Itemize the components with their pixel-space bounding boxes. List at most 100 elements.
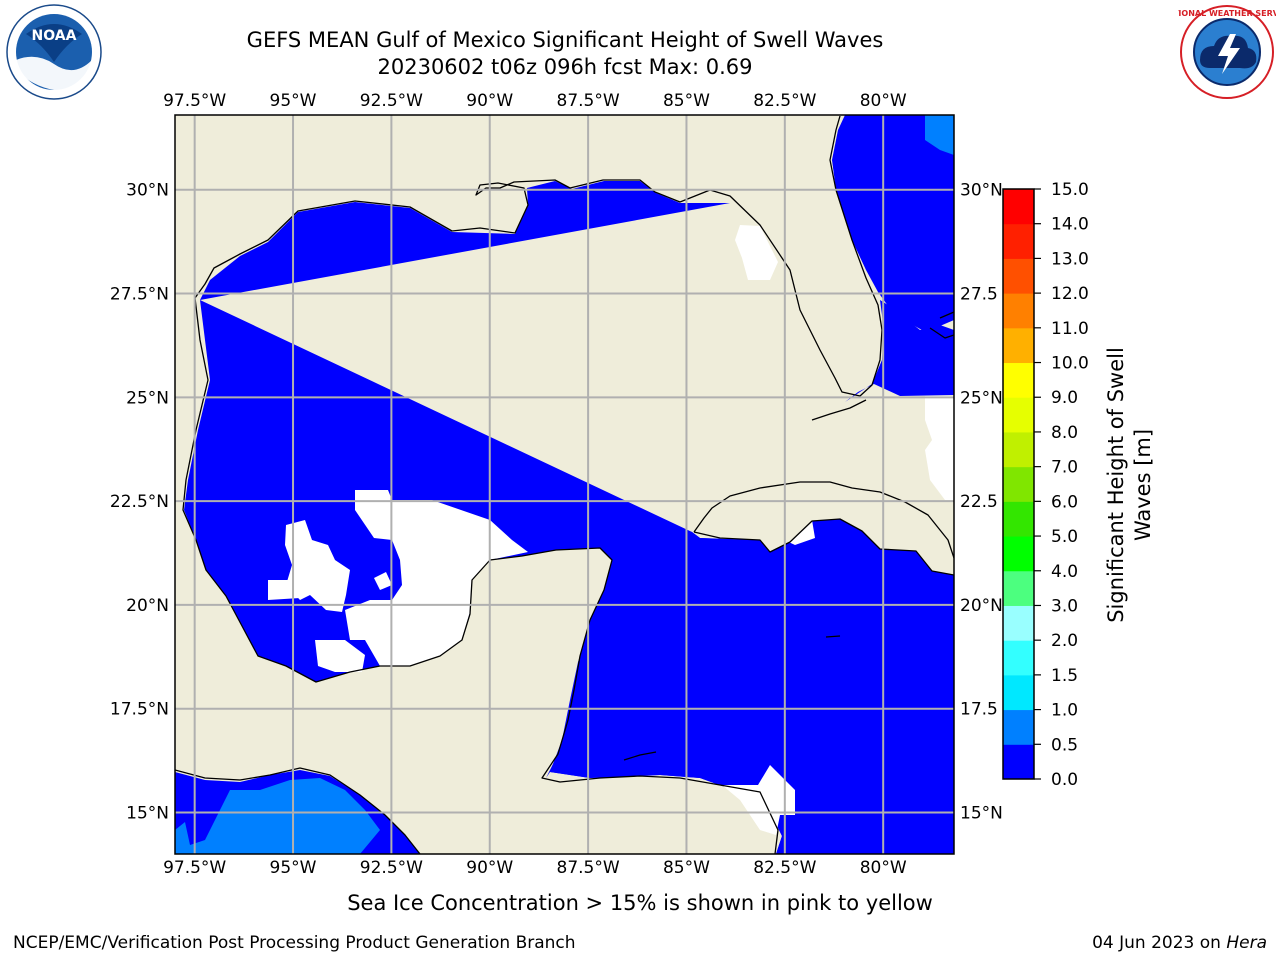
noaa-logo-text: NOAA	[32, 28, 77, 44]
lon-tick-label-bottom: 90°W	[466, 858, 513, 878]
missing-data-patch	[722, 765, 795, 835]
footer-host: Hera	[1226, 933, 1267, 953]
lon-tick-label-top: 90°W	[466, 91, 513, 111]
noaa-logo-icon: NOAA	[6, 4, 102, 100]
colorbar-segment	[1003, 189, 1034, 225]
colorbar-tick-label: 3.0	[1051, 596, 1078, 616]
missing-data-patch	[285, 520, 350, 612]
lat-tick-label-right: 17.5	[960, 700, 998, 720]
atlantic-swell-mid	[925, 115, 954, 155]
colorbar-segment	[1003, 709, 1034, 745]
colorbar-tick-label: 1.5	[1051, 666, 1078, 686]
colorbar-frame	[1002, 188, 1035, 780]
colorbar-tick-label: 5.0	[1051, 527, 1078, 547]
cuba-island	[694, 482, 954, 575]
lat-tick-label-right: 20°N	[960, 596, 1003, 616]
lon-tick-label-bottom: 87.5°W	[557, 858, 620, 878]
colorbar-segment	[1003, 674, 1034, 711]
lat-tick-label-right: 15°N	[960, 803, 1003, 823]
colorbar-tick-label: 6.0	[1051, 492, 1078, 512]
jamaica-coastline	[825, 635, 841, 638]
missing-data-patch	[925, 396, 954, 500]
lat-tick-label-left: 20°N	[126, 596, 169, 616]
colorbar-tick-label: 0.5	[1051, 735, 1078, 755]
colorbar-label-line1: Significant Height of Swell	[1104, 347, 1128, 623]
florida-keys-coastline	[811, 399, 867, 421]
us-gulf-coastline	[194, 115, 883, 397]
colorbar-tick-label: 1.0	[1051, 701, 1078, 721]
map-frame	[174, 114, 955, 855]
colorbar-tick-label: 4.0	[1051, 562, 1078, 582]
colorbar-tick-label: 13.0	[1051, 249, 1089, 269]
pacific-swell-mid	[175, 778, 380, 854]
lat-tick-label-right: 22.5	[960, 492, 998, 512]
nws-ring-text: NATIONAL WEATHER SERVICE	[1178, 9, 1276, 18]
footer-date: 04 Jun 2023 on Hera	[1092, 933, 1267, 953]
colorbar: 0.0 0.5 1.0 1.5 2.0 3.0 4.0 5.0 6.0 7.0 8.0 9.0 10.0…	[1002, 180, 1089, 790]
missing-data-patch	[268, 580, 300, 600]
lat-tick-label-left: 17.5°N	[110, 700, 169, 720]
missing-data-patch	[315, 640, 365, 672]
colorbar-label-line2: Waves [m]	[1131, 429, 1155, 541]
lat-tick-label-right: 25°N	[960, 388, 1003, 408]
colorbar-tick-label: 10.0	[1051, 354, 1089, 374]
colorbar-segment	[1003, 570, 1034, 606]
lat-tick-label-left: 30°N	[126, 181, 169, 201]
chart-subtitle: 20230602 t06z 096h fcst Max: 0.69	[377, 55, 753, 79]
colorbar-segment	[1003, 536, 1034, 572]
colorbar-tick-label: 8.0	[1051, 423, 1078, 443]
colorbar-segment	[1003, 397, 1034, 433]
missing-data-patch	[735, 225, 778, 280]
nws-logo-icon: NATIONAL WEATHER SERVICE	[1178, 5, 1276, 99]
lon-tick-label-bottom: 85°W	[663, 858, 710, 878]
colorbar-tick-label: 14.0	[1051, 215, 1089, 235]
map-plot-area	[175, 115, 954, 854]
lat-tick-label-right: 30°N	[960, 181, 1003, 201]
colorbar-segment	[1003, 258, 1034, 294]
colorbar-segment	[1003, 605, 1034, 641]
colorbar-tick-label: 11.0	[1051, 319, 1089, 339]
lon-tick-label-top: 80°W	[860, 91, 907, 111]
lat-tick-label-left: 22.5°N	[110, 492, 169, 512]
lat-tick-label-left: 15°N	[126, 803, 169, 823]
lat-tick-label-left: 27.5°N	[110, 285, 169, 305]
footer-date-text: 04 Jun 2023 on	[1092, 933, 1227, 953]
lon-tick-label-top: 82.5°W	[753, 91, 816, 111]
lon-tick-label-bottom: 80°W	[860, 858, 907, 878]
lon-tick-label-top: 92.5°W	[360, 91, 423, 111]
colorbar-segment	[1003, 223, 1034, 259]
sea-ice-note: Sea Ice Concentration > 15% is shown in …	[347, 891, 933, 915]
bahamas-coastline	[929, 311, 954, 339]
colorbar-segment	[1003, 640, 1034, 676]
colorbar-segment	[1003, 744, 1034, 780]
lon-tick-label-top: 85°W	[663, 91, 710, 111]
colorbar-tick-label: 2.0	[1051, 631, 1078, 651]
map-tick-labels: 97.5°W 97.5°W 95°W 95°W 92.5°W 92.5°W 90°W 90°W…	[110, 91, 1003, 878]
footer-producer: NCEP/EMC/Verification Post Processing Pr…	[13, 933, 576, 953]
colorbar-segment	[1003, 501, 1034, 537]
chart-title: GEFS MEAN Gulf of Mexico Significant Hei…	[246, 28, 884, 52]
colorbar-segment	[1003, 293, 1034, 329]
lon-tick-label-bottom: 97.5°W	[163, 858, 226, 878]
lon-tick-label-top: 95°W	[270, 91, 317, 111]
lon-tick-label-bottom: 95°W	[270, 858, 317, 878]
honduras-islands-coastline	[623, 751, 657, 761]
colorbar-segment	[1003, 327, 1034, 364]
missing-data-patch	[374, 572, 392, 590]
cuba-coastline	[693, 481, 954, 576]
colorbar-segment	[1003, 431, 1034, 468]
map-gridlines	[175, 115, 954, 854]
lat-tick-label-left: 25°N	[126, 388, 169, 408]
lon-tick-label-bottom: 92.5°W	[360, 858, 423, 878]
pacific-coastline	[175, 767, 421, 854]
lon-tick-label-top: 87.5°W	[557, 91, 620, 111]
colorbar-tick-label: 15.0	[1051, 180, 1089, 200]
caribbean-sea	[550, 519, 954, 854]
colorbar-tick-label: 12.0	[1051, 284, 1089, 304]
lon-tick-label-top: 97.5°W	[163, 91, 226, 111]
lon-tick-label-bottom: 82.5°W	[753, 858, 816, 878]
colorbar-tick-label: 9.0	[1051, 388, 1078, 408]
colorbar-segment	[1003, 362, 1034, 398]
lat-tick-label-right: 27.5	[960, 285, 998, 305]
